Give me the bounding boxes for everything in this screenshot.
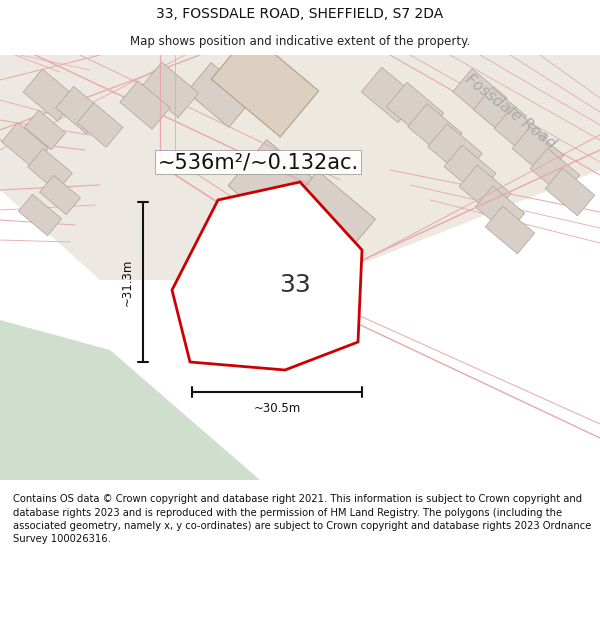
Polygon shape [512, 127, 564, 177]
Polygon shape [453, 69, 507, 121]
Text: Contains OS data © Crown copyright and database right 2021. This information is : Contains OS data © Crown copyright and d… [13, 494, 592, 544]
Polygon shape [2, 122, 49, 168]
Polygon shape [485, 206, 535, 254]
Polygon shape [284, 171, 376, 259]
Polygon shape [207, 202, 273, 268]
Polygon shape [459, 165, 511, 215]
Polygon shape [160, 55, 600, 280]
Text: ~30.5m: ~30.5m [253, 401, 301, 414]
Polygon shape [56, 86, 104, 134]
Polygon shape [25, 111, 65, 149]
Polygon shape [211, 33, 319, 137]
Polygon shape [0, 320, 260, 480]
Polygon shape [172, 182, 362, 370]
Polygon shape [0, 55, 600, 280]
Polygon shape [386, 82, 443, 138]
Text: Fossdale Road: Fossdale Road [462, 72, 558, 152]
Polygon shape [23, 69, 77, 121]
Polygon shape [77, 103, 123, 147]
Polygon shape [545, 168, 595, 216]
Polygon shape [120, 81, 170, 129]
Polygon shape [494, 107, 546, 157]
Text: 33, FOSSDALE ROAD, SHEFFIELD, S7 2DA: 33, FOSSDALE ROAD, SHEFFIELD, S7 2DA [157, 7, 443, 21]
Polygon shape [444, 145, 496, 195]
Polygon shape [142, 62, 199, 118]
Polygon shape [475, 186, 525, 234]
Text: ~31.3m: ~31.3m [121, 258, 133, 306]
Polygon shape [19, 194, 62, 236]
Polygon shape [187, 62, 253, 127]
Text: Map shows position and indicative extent of the property.: Map shows position and indicative extent… [130, 35, 470, 48]
Polygon shape [361, 68, 419, 122]
Text: ~536m²/~0.132ac.: ~536m²/~0.132ac. [157, 152, 359, 172]
Polygon shape [530, 148, 580, 196]
Polygon shape [28, 149, 72, 191]
Text: 33: 33 [279, 273, 311, 297]
Polygon shape [428, 124, 482, 176]
Polygon shape [408, 104, 462, 156]
Polygon shape [40, 176, 80, 214]
Polygon shape [228, 140, 332, 240]
Polygon shape [473, 88, 527, 139]
